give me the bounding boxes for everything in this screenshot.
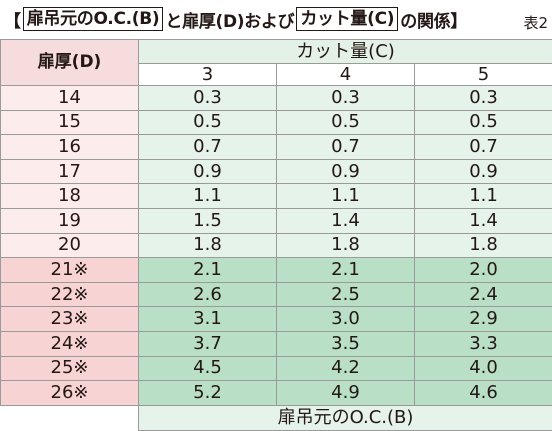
oc-value-cell-c4: 4.9 [276,380,415,406]
table-body: 14 0.3 0.3 0.3 15 0.5 0.5 0.5 16 0.7 0.7 0.7 17 0.9 0.… [0,85,552,406]
oc-value-cell-c5: 1.8 [413,232,552,259]
table-row: 15 0.5 0.5 0.5 [0,109,552,136]
footer-oc-label: 扉吊元のO.C.(B) [137,404,552,431]
title-row: 【 扉吊元のO.C.(B) と扉厚(D)および カット量(C) の関係 】 表2 [0,0,552,36]
table-row: 17 0.9 0.9 0.9 [0,158,552,185]
oc-value-cell-c3: 3.7 [138,330,277,357]
relation-table: 扉厚(D) カット量(C) 3 4 5 14 0.3 0.3 0.3 15 0.5 0.5 0… [0,39,552,431]
oc-value-cell-c4: 2.1 [276,257,415,283]
title-close-bracket: 】 [450,11,468,32]
oc-value-cell-c5: 0.7 [413,134,552,160]
thickness-cell: 20 [0,232,139,259]
table-row: 18 1.1 1.1 1.1 [0,183,552,209]
thickness-cell: 24※ [0,330,139,357]
thickness-cell: 15 [0,109,139,136]
table-row: 19 1.5 1.4 1.4 [0,207,552,234]
oc-value-cell-c5: 2.4 [413,281,552,308]
oc-value-cell-c4: 0.7 [276,134,415,160]
table-row: 14 0.3 0.3 0.3 [0,85,552,111]
table-number: 表2 [523,14,548,32]
thickness-cell: 23※ [0,306,139,332]
oc-value-cell-c3: 0.7 [138,134,277,160]
title-open-bracket: 【 [4,11,21,32]
cut-value-header-4: 4 [276,63,415,86]
title-boxed-oc: 扉吊元のO.C.(B) [22,7,164,31]
oc-value-cell-c3: 1.1 [138,183,277,209]
oc-value-cell-c5: 1.1 [413,183,552,209]
table-title: 【 扉吊元のO.C.(B) と扉厚(D)および カット量(C) の関係 】 [4,6,467,32]
oc-value-cell-c3: 3.1 [138,306,277,332]
table-row: 23※ 3.1 3.0 2.9 [0,306,552,332]
table-row: 26※ 5.2 4.9 4.6 [0,380,552,406]
oc-value-cell-c4: 4.2 [276,355,415,382]
thickness-cell: 26※ [0,380,139,406]
oc-value-cell-c3: 4.5 [138,355,277,382]
oc-value-cell-c5: 3.3 [413,330,552,357]
oc-value-cell-c3: 0.3 [138,85,277,111]
title-boxed-cut: カット量(C) [296,7,399,31]
oc-value-cell-c4: 3.0 [276,306,415,332]
oc-value-cell-c4: 2.5 [276,281,415,308]
oc-value-cell-c5: 0.5 [413,109,552,136]
oc-value-cell-c3: 2.6 [138,281,277,308]
oc-value-cell-c4: 0.3 [276,85,415,111]
thickness-cell: 18 [0,183,139,209]
oc-value-cell-c4: 0.5 [276,109,415,136]
oc-value-cell-c5: 0.3 [413,85,552,111]
thickness-cell: 21※ [0,257,139,283]
oc-value-cell-c4: 1.4 [276,207,415,234]
thickness-cell: 16 [0,134,139,160]
oc-value-cell-c5: 2.9 [413,306,552,332]
oc-value-cell-c4: 3.5 [276,330,415,357]
oc-value-cell-c5: 4.6 [413,380,552,406]
thickness-cell: 14 [0,85,139,111]
cut-value-header-5: 5 [413,63,552,86]
thickness-cell: 19 [0,207,139,234]
oc-value-cell-c3: 1.5 [138,207,277,234]
oc-value-cell-c5: 2.0 [413,257,552,283]
cut-value-header-3: 3 [138,63,277,86]
thickness-header: 扉厚(D) [0,39,139,86]
oc-value-cell-c5: 1.4 [413,207,552,234]
oc-value-cell-c5: 0.9 [413,158,552,185]
table-row: 24※ 3.7 3.5 3.3 [0,330,552,357]
oc-value-cell-c3: 0.5 [138,109,277,136]
oc-value-cell-c3: 0.9 [138,158,277,185]
thickness-cell: 17 [0,158,139,185]
oc-value-cell-c4: 1.8 [276,232,415,259]
cut-amount-header: カット量(C) [137,39,552,64]
footer-blank [0,405,139,431]
table-row: 20 1.8 1.8 1.8 [0,232,552,259]
oc-value-cell-c4: 1.1 [276,183,415,209]
table-row: 16 0.7 0.7 0.7 [0,134,552,160]
thickness-cell: 22※ [0,281,139,308]
table-row: 21※ 2.1 2.1 2.0 [0,257,552,283]
oc-value-cell-c3: 5.2 [138,380,277,406]
oc-value-cell-c5: 4.0 [413,355,552,382]
thickness-cell: 25※ [0,355,139,382]
oc-value-cell-c3: 1.8 [138,232,277,259]
table-row: 22※ 2.6 2.5 2.4 [0,281,552,308]
oc-value-cell-c4: 0.9 [276,158,415,185]
title-text-thickness: と扉厚(D)および [165,11,295,32]
oc-value-cell-c3: 2.1 [138,257,277,283]
table-row: 25※ 4.5 4.2 4.0 [0,355,552,382]
title-text-relation: の関係 [400,11,451,32]
